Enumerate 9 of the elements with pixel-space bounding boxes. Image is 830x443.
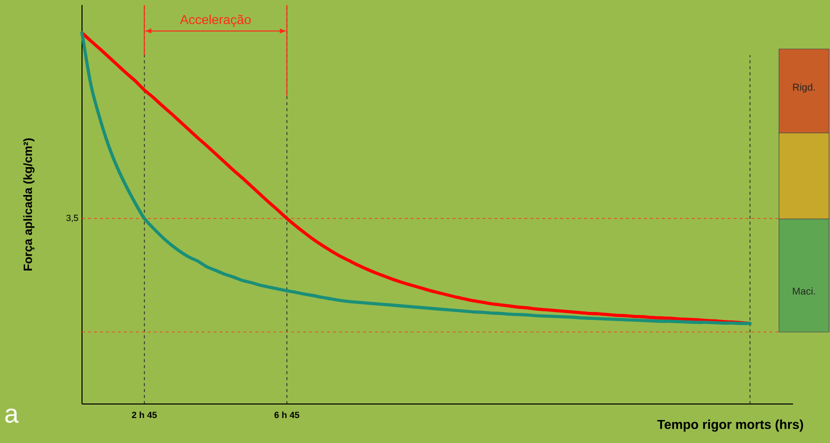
x-tick-label: 6 h 45 <box>274 412 300 418</box>
text: a <box>5 408 19 423</box>
annotation: 3,5 <box>66 214 78 222</box>
x-tick-label: 2 h 45 <box>132 412 157 418</box>
x-axis-title: Tempo rigor morts (hrs) <box>657 420 804 432</box>
y-axis-title: Força aplicada (kg/cm²) <box>23 138 34 270</box>
text: Acceleração <box>180 14 251 27</box>
text: Rigd. <box>793 83 815 93</box>
text: Maci. <box>792 287 815 295</box>
